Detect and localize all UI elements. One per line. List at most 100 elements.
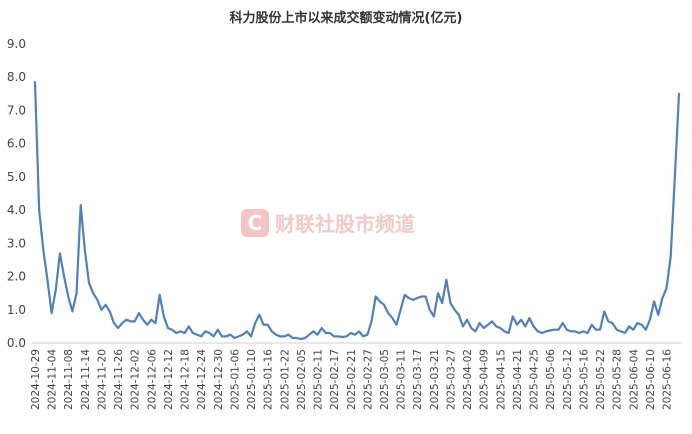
data-point (383, 304, 385, 306)
data-point (666, 287, 668, 289)
data-point (404, 294, 406, 296)
y-tick-label: 5.0 (7, 170, 26, 184)
data-point (545, 330, 547, 332)
x-tick-label: 2025-05-06 (545, 349, 557, 410)
x-tick-label: 2025-03-27 (445, 349, 457, 410)
data-point (233, 337, 235, 339)
series-group (33, 81, 681, 341)
data-point (242, 334, 244, 336)
data-point (163, 315, 165, 317)
data-point (167, 327, 169, 329)
data-point (105, 304, 107, 306)
y-tick-label: 6.0 (7, 137, 26, 151)
data-point (354, 334, 356, 336)
data-point (246, 330, 248, 332)
data-point (329, 332, 331, 334)
x-tick-label: 2025-06-10 (645, 349, 657, 410)
data-point (308, 334, 310, 336)
data-point (121, 322, 123, 324)
data-point (445, 279, 447, 281)
data-point (142, 319, 144, 321)
x-tick-label: 2025-03-11 (396, 349, 408, 410)
data-point (483, 327, 485, 329)
data-point (574, 330, 576, 332)
data-point (433, 315, 435, 317)
x-tick-label: 2024-11-20 (96, 349, 108, 410)
data-point (520, 319, 522, 321)
y-tick-label: 9.0 (7, 37, 26, 51)
x-tick-label: 2025-02-21 (346, 349, 358, 410)
x-tick-label: 2025-03-17 (412, 349, 424, 410)
data-point (113, 322, 115, 324)
data-point (84, 249, 86, 251)
x-tick-label: 2024-10-29 (30, 349, 42, 410)
data-point (425, 295, 427, 297)
data-point (159, 294, 161, 296)
x-tick-label: 2025-04-25 (529, 349, 541, 410)
data-point (516, 324, 518, 326)
x-tick-label: 2025-02-27 (362, 349, 374, 410)
data-point (171, 329, 173, 331)
data-point (109, 310, 111, 312)
data-point (612, 322, 614, 324)
data-point (258, 314, 260, 316)
data-point (449, 302, 451, 304)
data-point (209, 332, 211, 334)
data-point (150, 319, 152, 321)
y-tick-label: 8.0 (7, 70, 26, 84)
data-point (263, 324, 265, 326)
data-point (412, 299, 414, 301)
data-point (179, 330, 181, 332)
data-point (188, 325, 190, 327)
data-point (395, 324, 397, 326)
data-point (504, 330, 506, 332)
x-tick-label: 2025-01-22 (279, 349, 291, 410)
y-tick-label: 2.0 (7, 270, 26, 284)
data-point (46, 279, 48, 281)
x-tick-label: 2025-06-04 (628, 349, 640, 410)
data-point (537, 330, 539, 332)
data-point (649, 319, 651, 321)
data-point (321, 327, 323, 329)
x-tick-label: 2024-12-18 (180, 349, 192, 410)
data-point (661, 297, 663, 299)
data-point (88, 282, 90, 284)
data-point (391, 317, 393, 319)
data-point (375, 295, 377, 297)
data-point (570, 330, 572, 332)
data-point (528, 317, 530, 319)
data-point (371, 320, 373, 322)
data-point (566, 329, 568, 331)
x-tick-label: 2025-03-05 (379, 349, 391, 410)
data-point (595, 329, 597, 331)
data-point (175, 332, 177, 334)
data-point (533, 325, 535, 327)
data-point (117, 327, 119, 329)
x-tick-label: 2025-01-10 (246, 349, 258, 410)
data-point (479, 322, 481, 324)
x-tick-label: 2025-04-02 (462, 349, 474, 410)
data-point (350, 332, 352, 334)
data-point (607, 320, 609, 322)
data-point (558, 329, 560, 331)
data-point (63, 276, 65, 278)
x-tick-label: 2025-02-17 (329, 349, 341, 410)
data-point (254, 322, 256, 324)
data-point (400, 309, 402, 311)
data-point (641, 324, 643, 326)
data-point (34, 81, 36, 83)
data-point (217, 329, 219, 331)
x-tick-label: 2025-05-16 (578, 349, 590, 410)
x-tick-label: 2025-04-09 (479, 349, 491, 410)
data-point (238, 335, 240, 337)
data-point (138, 312, 140, 314)
data-point (379, 300, 381, 302)
data-point (279, 335, 281, 337)
data-point (678, 93, 680, 95)
data-point (454, 309, 456, 311)
data-point (541, 332, 543, 334)
y-tick-label: 0.0 (7, 336, 26, 350)
data-point (549, 329, 551, 331)
data-point (470, 327, 472, 329)
data-point (358, 330, 360, 332)
